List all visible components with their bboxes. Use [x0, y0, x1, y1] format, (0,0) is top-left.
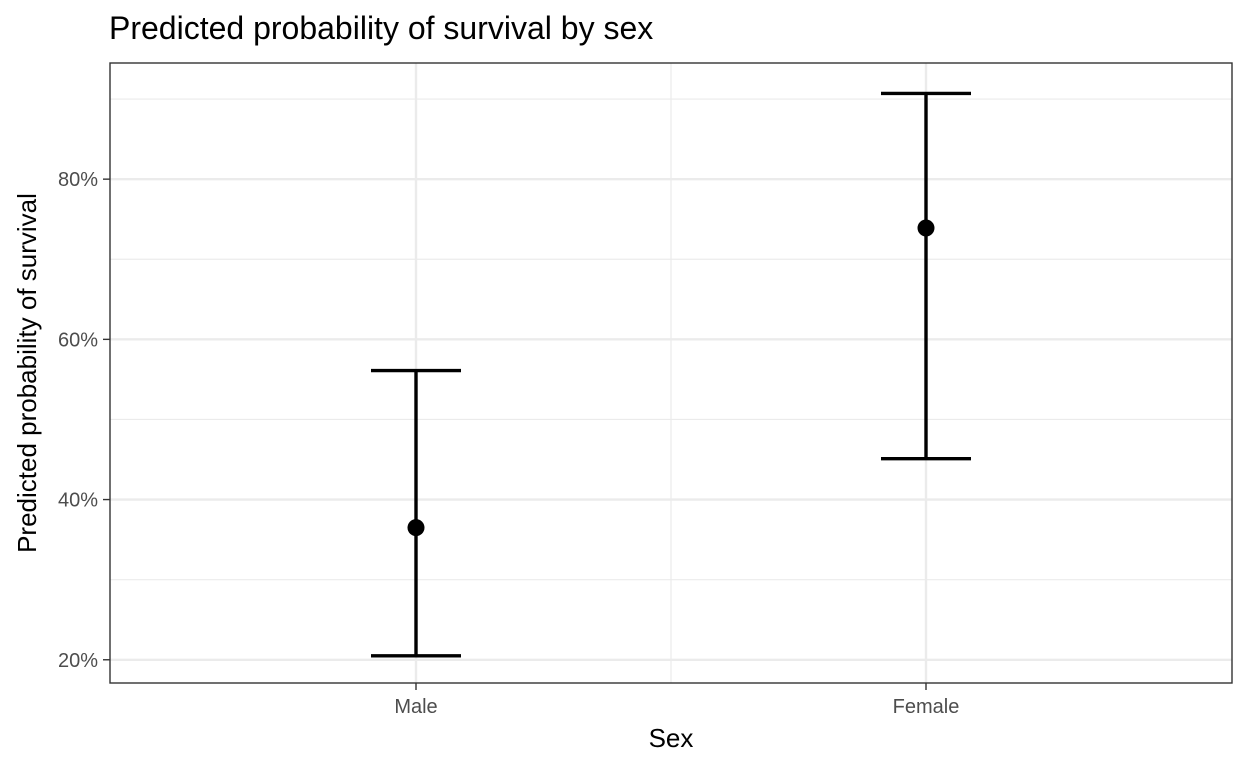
x-tick-label: Male — [394, 696, 437, 718]
chart-marks — [371, 91, 971, 658]
errorbar-male — [371, 368, 461, 658]
x-axis-title: Sex — [649, 723, 694, 753]
errorbar-female — [881, 91, 971, 461]
x-tick-label: Female — [893, 696, 960, 718]
point-estimate — [917, 219, 935, 237]
y-tick-label: 60% — [58, 329, 98, 351]
chart-title: Predicted probability of survival by sex — [109, 10, 653, 46]
axes: 20% 40% 60% 80% Male Female — [58, 169, 959, 718]
grid — [110, 63, 1232, 683]
y-axis-title: Predicted probability of survival — [12, 193, 42, 553]
y-tick-label: 80% — [58, 169, 98, 191]
y-tick-label: 20% — [58, 650, 98, 672]
panel-border — [109, 62, 1233, 684]
y-tick-label: 40% — [58, 490, 98, 512]
point-estimate — [407, 519, 425, 537]
